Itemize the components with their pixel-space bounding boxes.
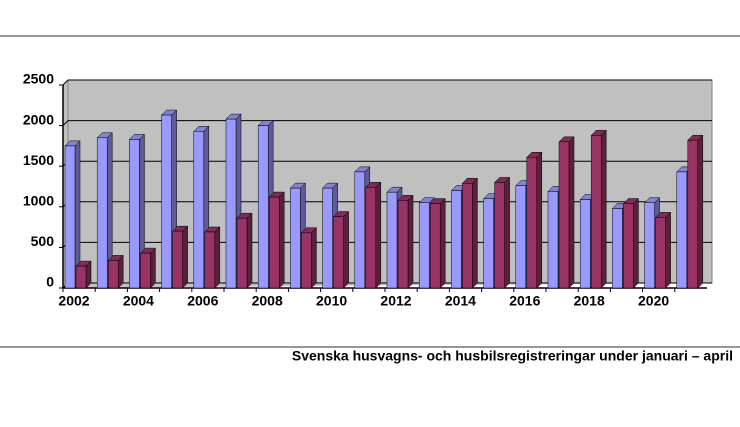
bar-side: [150, 247, 156, 289]
y-tick-label: 2500: [23, 71, 54, 87]
x-tick-label: 2004: [123, 293, 154, 309]
bar-side: [568, 136, 575, 289]
grid-line: [62, 120, 69, 126]
bar: [687, 139, 699, 289]
x-tick-label: 2010: [316, 293, 347, 309]
bar-side: [182, 225, 188, 289]
bar: [354, 171, 366, 289]
bar-side: [214, 226, 221, 289]
bar: [257, 125, 269, 289]
bar-side: [536, 151, 543, 289]
bar: [268, 196, 280, 289]
bar: [483, 198, 494, 289]
bar-side: [439, 197, 446, 289]
y-tick-label: 500: [31, 233, 55, 249]
x-tick-label: 2002: [58, 293, 89, 309]
bar-side: [633, 197, 639, 289]
x-tick-label: 2008: [252, 293, 283, 309]
bar: [644, 202, 655, 289]
bar: [451, 190, 462, 289]
bar: [290, 187, 301, 289]
bar: [322, 187, 333, 289]
x-tick-label: 2018: [574, 293, 605, 309]
bar-side: [665, 211, 671, 289]
bar: [623, 203, 634, 289]
bar: [365, 187, 377, 289]
bar: [236, 217, 248, 289]
bar-side: [246, 212, 253, 289]
bar: [526, 157, 538, 289]
x-tick-label: 2016: [509, 293, 540, 309]
bar: [612, 208, 623, 289]
bar-side: [311, 227, 317, 289]
x-tick-label: 2012: [380, 293, 411, 309]
bar-side: [343, 210, 349, 289]
bar: [140, 252, 151, 289]
bar-side: [600, 129, 607, 289]
bar: [64, 145, 76, 289]
bar: [161, 114, 172, 289]
bar-side: [504, 176, 510, 289]
bar: [172, 230, 183, 289]
bar-side: [407, 194, 414, 289]
bar: [193, 131, 205, 289]
bar: [301, 232, 312, 289]
bar-side: [117, 254, 124, 289]
bar: [579, 199, 591, 289]
y-tick-label: 1000: [23, 193, 54, 209]
bar: [333, 216, 344, 289]
bar: [494, 182, 505, 289]
bar: [386, 191, 398, 289]
bar: [655, 217, 666, 289]
bar-side: [375, 181, 382, 289]
grid-line: [62, 79, 69, 86]
caption: Svenska husvagns- och husbilsregistrerin…: [292, 348, 733, 364]
bar: [558, 141, 570, 289]
bar: [225, 118, 237, 289]
bar-side: [697, 134, 704, 289]
bar: [397, 200, 409, 289]
bar: [96, 137, 108, 289]
bar: [204, 231, 216, 289]
x-tick-label: 2020: [638, 293, 669, 309]
y-tick-label: 0: [46, 274, 54, 290]
bar: [676, 171, 688, 289]
x-tick-label: 2006: [187, 293, 218, 309]
bar-side: [278, 191, 285, 289]
bar: [107, 260, 119, 289]
bar-side: [472, 177, 478, 289]
bar: [547, 191, 559, 289]
y-tick-label: 2000: [23, 111, 54, 127]
bar: [418, 202, 430, 289]
bar: [75, 265, 87, 289]
bar: [129, 139, 140, 289]
y-tick-label: 1500: [23, 152, 54, 168]
x-tick-label: 2014: [445, 293, 476, 309]
bar: [429, 203, 441, 289]
bar: [462, 183, 473, 289]
bar: [590, 135, 602, 289]
bar: [515, 185, 527, 289]
